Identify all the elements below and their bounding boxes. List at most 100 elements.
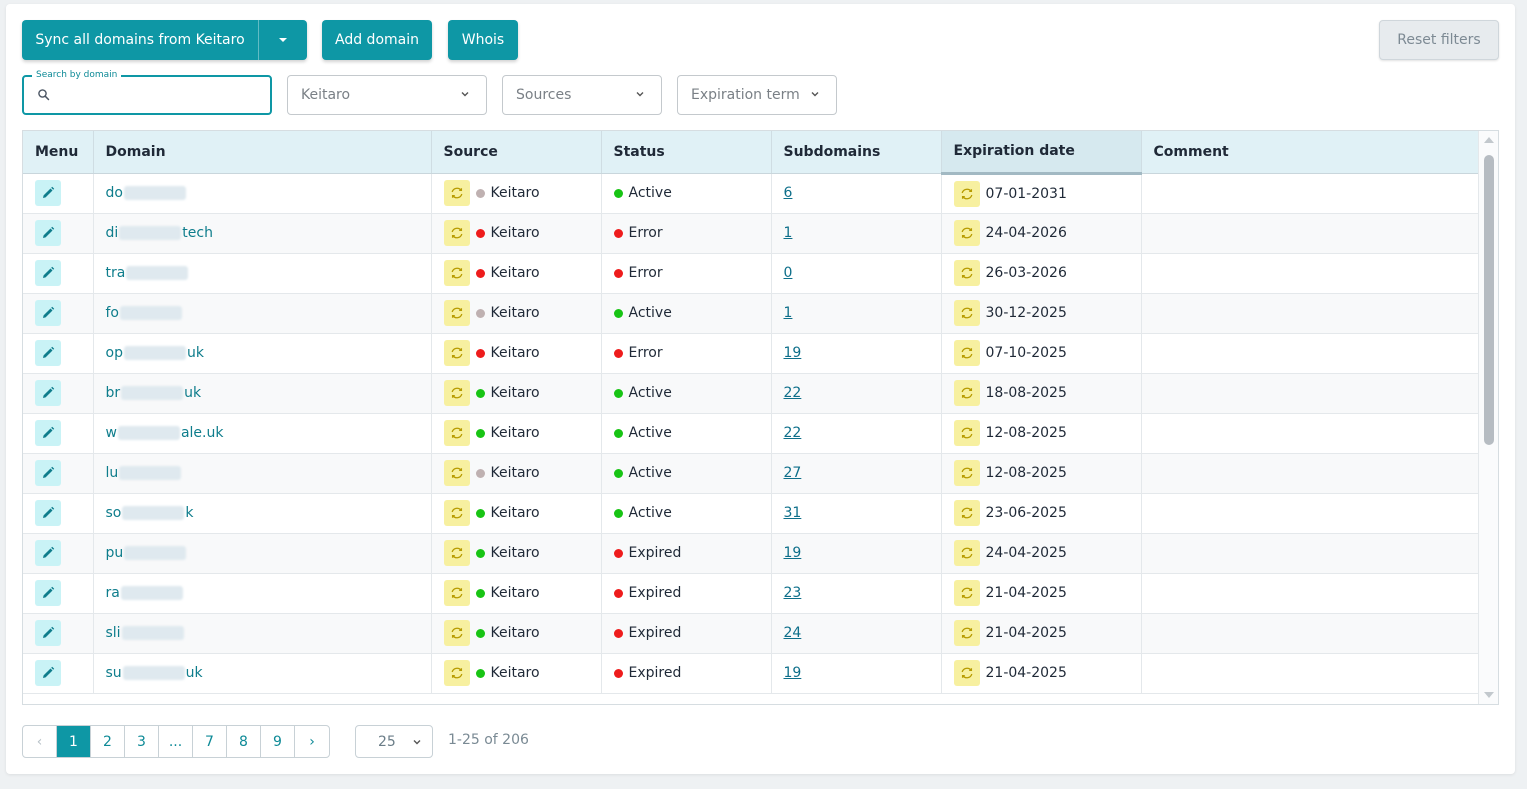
sync-icon[interactable] xyxy=(953,580,980,606)
sync-icon[interactable] xyxy=(953,460,980,486)
comment-cell[interactable] xyxy=(1141,413,1480,454)
sync-icon[interactable] xyxy=(443,420,470,446)
comment-cell[interactable] xyxy=(1141,213,1480,254)
sync-dropdown-toggle[interactable] xyxy=(259,20,307,60)
vertical-scrollbar[interactable] xyxy=(1478,131,1498,704)
sync-all-button[interactable]: Sync all domains from Keitaro xyxy=(35,32,245,48)
domain-link[interactable]: di tech xyxy=(106,225,213,241)
domain-link[interactable]: fo xyxy=(106,305,184,321)
subdomains-link[interactable]: 19 xyxy=(783,545,802,561)
whois-button[interactable]: Whois xyxy=(448,20,518,60)
next-page-button[interactable]: › xyxy=(309,733,315,750)
subdomains-link[interactable]: 19 xyxy=(783,665,802,681)
page-ellipsis[interactable]: ... xyxy=(159,726,193,757)
comment-cell[interactable] xyxy=(1141,613,1480,654)
comment-cell[interactable] xyxy=(1141,533,1480,574)
sync-icon[interactable] xyxy=(443,180,470,206)
subdomains-link[interactable]: 19 xyxy=(783,345,802,361)
add-domain-button[interactable]: Add domain xyxy=(322,20,432,60)
comment-cell[interactable] xyxy=(1141,293,1480,334)
header-domain[interactable]: Domain xyxy=(93,131,432,174)
domain-link[interactable]: op uk xyxy=(106,345,204,361)
sync-icon[interactable] xyxy=(953,500,980,526)
sync-icon[interactable] xyxy=(953,660,980,686)
domain-link[interactable]: so k xyxy=(106,505,194,521)
expiration-term-select[interactable]: Expiration term xyxy=(677,75,837,115)
subdomains-link[interactable]: 22 xyxy=(783,425,802,441)
subdomains-link[interactable]: 31 xyxy=(783,505,802,521)
pencil-icon[interactable] xyxy=(35,340,61,366)
sync-icon[interactable] xyxy=(443,620,470,646)
sync-icon[interactable] xyxy=(443,260,470,286)
sync-icon[interactable] xyxy=(953,300,980,326)
page-1[interactable]: 1 xyxy=(57,726,91,757)
sync-icon[interactable] xyxy=(443,660,470,686)
subdomains-link[interactable]: 1 xyxy=(783,305,793,321)
pencil-icon[interactable] xyxy=(35,620,61,646)
header-expiration-date[interactable]: Expiration date xyxy=(941,131,1142,175)
comment-cell[interactable] xyxy=(1141,253,1480,294)
per-page-select[interactable]: 25 xyxy=(355,725,433,758)
header-source[interactable]: Source xyxy=(431,131,602,174)
domain-link[interactable]: br uk xyxy=(106,385,202,401)
sync-icon[interactable] xyxy=(443,580,470,606)
pencil-icon[interactable] xyxy=(35,500,61,526)
keitaro-select[interactable]: Keitaro xyxy=(287,75,487,115)
comment-cell[interactable] xyxy=(1141,373,1480,414)
sync-icon[interactable] xyxy=(443,380,470,406)
sync-icon[interactable] xyxy=(953,180,980,207)
subdomains-link[interactable]: 1 xyxy=(783,225,793,241)
domain-link[interactable]: w ale.uk xyxy=(106,425,224,441)
domain-link[interactable]: su uk xyxy=(106,665,203,681)
page-9[interactable]: 9 xyxy=(261,726,295,757)
pencil-icon[interactable] xyxy=(35,420,61,446)
sync-icon[interactable] xyxy=(953,220,980,246)
sync-icon[interactable] xyxy=(443,340,470,366)
pencil-icon[interactable] xyxy=(35,220,61,246)
page-7[interactable]: 7 xyxy=(193,726,227,757)
pencil-icon[interactable] xyxy=(35,380,61,406)
pencil-icon[interactable] xyxy=(35,540,61,566)
domain-link[interactable]: ra xyxy=(106,585,184,601)
domain-link[interactable]: do xyxy=(106,185,187,201)
sync-icon[interactable] xyxy=(953,260,980,286)
subdomains-link[interactable]: 27 xyxy=(783,465,802,481)
domain-link[interactable]: sli xyxy=(106,625,185,641)
header-menu[interactable]: Menu xyxy=(23,131,94,174)
page-3[interactable]: 3 xyxy=(125,726,159,757)
header-subdomains[interactable]: Subdomains xyxy=(771,131,942,174)
domain-link[interactable]: pu xyxy=(106,545,188,561)
prev-page-button[interactable]: ‹ xyxy=(23,726,57,757)
subdomains-link[interactable]: 22 xyxy=(783,385,802,401)
search-input[interactable] xyxy=(60,83,260,107)
sync-icon[interactable] xyxy=(953,540,980,566)
sync-icon[interactable] xyxy=(443,220,470,246)
pencil-icon[interactable] xyxy=(35,660,61,686)
comment-cell[interactable] xyxy=(1141,333,1480,374)
pencil-icon[interactable] xyxy=(35,180,61,206)
scroll-thumb[interactable] xyxy=(1484,155,1494,445)
header-status[interactable]: Status xyxy=(601,131,772,174)
sources-select[interactable]: Sources xyxy=(502,75,662,115)
header-comment[interactable]: Comment xyxy=(1141,131,1480,174)
comment-cell[interactable] xyxy=(1141,173,1480,214)
sync-icon[interactable] xyxy=(443,300,470,326)
comment-cell[interactable] xyxy=(1141,573,1480,614)
sync-icon[interactable] xyxy=(953,340,980,366)
sync-icon[interactable] xyxy=(953,380,980,406)
pencil-icon[interactable] xyxy=(35,460,61,486)
domain-link[interactable]: tra xyxy=(106,265,190,281)
comment-cell[interactable] xyxy=(1141,493,1480,534)
search-field[interactable]: Search by domain xyxy=(22,69,272,115)
subdomains-link[interactable]: 24 xyxy=(783,625,802,641)
scroll-up-icon[interactable] xyxy=(1484,137,1494,143)
sync-icon[interactable] xyxy=(443,500,470,526)
sync-icon[interactable] xyxy=(443,540,470,566)
page-2[interactable]: 2 xyxy=(91,726,125,757)
pencil-icon[interactable] xyxy=(35,300,61,326)
reset-filters-button[interactable]: Reset filters xyxy=(1379,20,1499,60)
sync-icon[interactable] xyxy=(953,420,980,446)
subdomains-link[interactable]: 6 xyxy=(783,185,793,201)
domain-link[interactable]: lu xyxy=(106,465,183,481)
sync-icon[interactable] xyxy=(443,460,470,486)
